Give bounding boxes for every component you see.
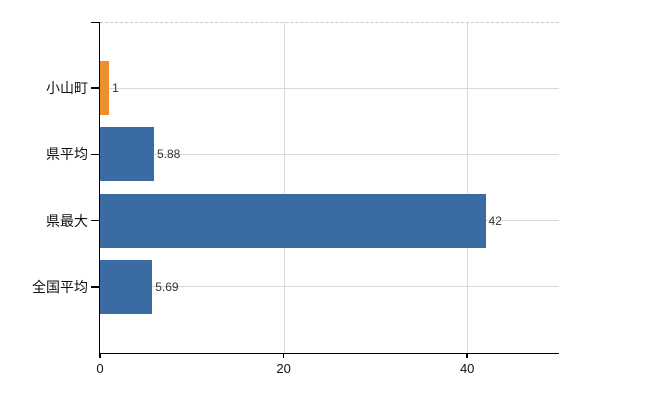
horizontal-gridline	[100, 87, 559, 89]
bar-全国平均[interactable]	[100, 259, 153, 314]
category-label: 県最大	[46, 212, 88, 229]
x-tick-label: 40	[459, 361, 475, 376]
bar-県平均[interactable]	[100, 127, 154, 182]
bar-value-label: 5.88	[156, 147, 181, 162]
category-label: 全国平均	[32, 278, 88, 295]
horizontal-gridline	[100, 286, 559, 288]
x-axis-tick	[99, 353, 101, 358]
horizontal-gridline	[100, 153, 559, 155]
y-axis-line	[98, 22, 100, 353]
vertical-gridline	[283, 22, 285, 353]
x-axis-tick	[282, 353, 285, 358]
y-axis-tick	[91, 219, 100, 222]
category-label: 小山町	[46, 80, 88, 97]
y-axis-tick	[91, 21, 100, 23]
x-tick-label: 0	[96, 361, 104, 376]
category-label: 県平均	[46, 146, 88, 163]
plot-top-border	[100, 22, 559, 23]
y-axis-tick	[91, 153, 100, 156]
x-axis-line	[98, 352, 559, 355]
vertical-gridline	[467, 22, 469, 353]
y-axis-tick	[91, 87, 100, 89]
x-axis-tick	[466, 353, 468, 358]
bar-value-label: 1	[112, 81, 119, 96]
bar-小山町[interactable]	[100, 61, 110, 116]
y-axis-tick	[91, 286, 100, 288]
bar-value-label: 5.69	[155, 279, 179, 294]
x-tick-label: 20	[276, 361, 291, 376]
bar-県最大[interactable]	[100, 193, 486, 248]
bar-value-label: 42	[488, 213, 502, 228]
